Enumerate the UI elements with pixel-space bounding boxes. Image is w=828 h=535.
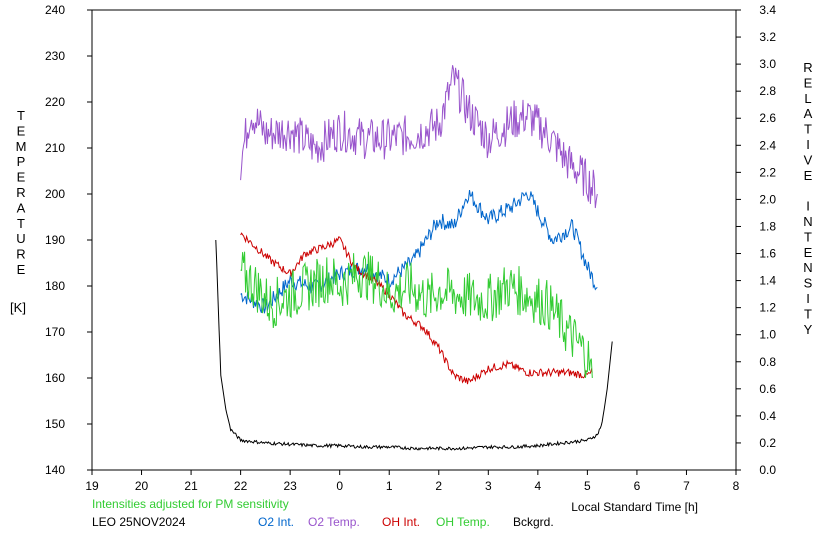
left-axis-title-letter: P <box>17 154 26 169</box>
legend-entry-oh-int: OH Int. <box>382 515 420 529</box>
right-axis-title-letter: R <box>803 60 812 75</box>
right-axis-title-letter: I <box>806 199 810 214</box>
right-axis-title-letter: I <box>806 291 810 306</box>
x-tick-label: 1 <box>386 479 393 493</box>
y-right-tick-label: 3.2 <box>759 30 776 44</box>
y-right-tick-label: 2.0 <box>759 192 776 206</box>
y-left-tick-label: 230 <box>45 49 65 63</box>
left-axis-title-letter: R <box>16 185 25 200</box>
y-right-tick-label: 0.8 <box>759 355 776 369</box>
series-line-o2-int <box>240 190 598 314</box>
left-axis-title-letter: M <box>16 139 27 154</box>
left-axis-unit: [K] <box>10 300 26 315</box>
series-line-oh-int <box>240 232 593 385</box>
y-left-tick-label: 140 <box>45 463 65 477</box>
y-left-tick-label: 190 <box>45 233 65 247</box>
y-left-tick-label: 180 <box>45 279 65 293</box>
right-axis-title-letter: T <box>804 306 812 321</box>
left-axis-title-letter: E <box>17 123 26 138</box>
y-right-tick-label: 0.2 <box>759 436 776 450</box>
legend-entry-o2-temp: O2 Temp. <box>308 515 360 529</box>
y-right-tick-label: 3.4 <box>759 3 776 17</box>
legend-entry-bckgrd: Bckgrd. <box>513 515 554 529</box>
x-tick-label: 5 <box>584 479 591 493</box>
right-axis-title-letter: S <box>804 276 813 291</box>
legend: O2 Int. O2 Temp. OH Int. OH Temp. Bckgrd. <box>258 515 554 529</box>
x-tick-label: 8 <box>733 479 740 493</box>
x-tick-label: 20 <box>135 479 149 493</box>
x-tick-label: 22 <box>234 479 248 493</box>
legend-entry-oh-temp: OH Temp. <box>436 515 490 529</box>
y-right-tick-label: 2.4 <box>759 138 776 152</box>
x-tick-label: 4 <box>535 479 542 493</box>
x-tick-label: 7 <box>683 479 690 493</box>
y-left-tick-label: 200 <box>45 187 65 201</box>
right-axis-title-letter: T <box>804 122 812 137</box>
series-line-oh-temp <box>240 251 593 379</box>
sensitivity-note: Intensities adjusted for PM sensitivity <box>92 497 289 511</box>
y-left-tick-label: 240 <box>45 3 65 17</box>
y-right-tick-label: 1.8 <box>759 219 776 233</box>
y-right-tick-label: 1.2 <box>759 301 776 315</box>
left-axis-title-letter: T <box>17 108 25 123</box>
right-axis-title-letter: E <box>804 168 813 183</box>
y-right-tick-label: 1.0 <box>759 328 776 342</box>
left-axis-title-letter: U <box>16 231 25 246</box>
x-tick-label: 2 <box>435 479 442 493</box>
right-axis-title-letter: E <box>804 75 813 90</box>
plot-area <box>91 9 737 471</box>
y-left-tick-label: 160 <box>45 371 65 385</box>
y-right-tick-label: 0.4 <box>759 409 776 423</box>
left-axis-title-letter: E <box>17 170 26 185</box>
x-tick-label: 0 <box>336 479 343 493</box>
x-tick-label: 19 <box>85 479 99 493</box>
y-left-tick-label: 150 <box>45 417 65 431</box>
left-axis-title-letter: E <box>17 262 26 277</box>
right-axis-title-letter: T <box>804 229 812 244</box>
series-line-bckgrd <box>215 239 613 451</box>
right-axis-title-letter: N <box>803 214 812 229</box>
y-right-tick-label: 1.4 <box>759 274 776 288</box>
left-axis-title-letter: R <box>16 247 25 262</box>
y-right-tick-label: 0.0 <box>759 463 776 477</box>
y-right-tick-label: 2.2 <box>759 165 776 179</box>
left-axis-title-letter: A <box>17 200 26 215</box>
y-right-tick-label: 1.6 <box>759 247 776 261</box>
y-right-tick-label: 0.6 <box>759 382 776 396</box>
y-left-tick-label: 210 <box>45 141 65 155</box>
x-tick-label: 6 <box>634 479 641 493</box>
legend-entry-o2-int: O2 Int. <box>258 515 294 529</box>
y-left-tick-label: 220 <box>45 95 65 109</box>
right-axis-title-letter: N <box>803 260 812 275</box>
y-right-tick-label: 3.0 <box>759 57 776 71</box>
y-right-tick-label: 2.6 <box>759 111 776 125</box>
series-line-o2-temp <box>240 65 598 209</box>
x-axis-label: Local Standard Time [h] <box>571 500 698 514</box>
right-axis-title-letter: A <box>804 106 813 121</box>
x-tick-label: 21 <box>184 479 198 493</box>
x-tick-label: 23 <box>283 479 297 493</box>
right-axis-title-letter: Y <box>804 322 813 337</box>
right-axis-title-letter: E <box>804 245 813 260</box>
left-axis-title-letter: T <box>17 216 25 231</box>
right-axis-title-letter: I <box>806 137 810 152</box>
right-axis-title-letter: L <box>804 91 811 106</box>
y-left-tick-label: 170 <box>45 325 65 339</box>
y-right-tick-label: 2.8 <box>759 84 776 98</box>
x-tick-label: 3 <box>485 479 492 493</box>
station-date: LEO 25NOV2024 <box>92 515 186 529</box>
right-axis-title-letter: V <box>804 152 813 167</box>
